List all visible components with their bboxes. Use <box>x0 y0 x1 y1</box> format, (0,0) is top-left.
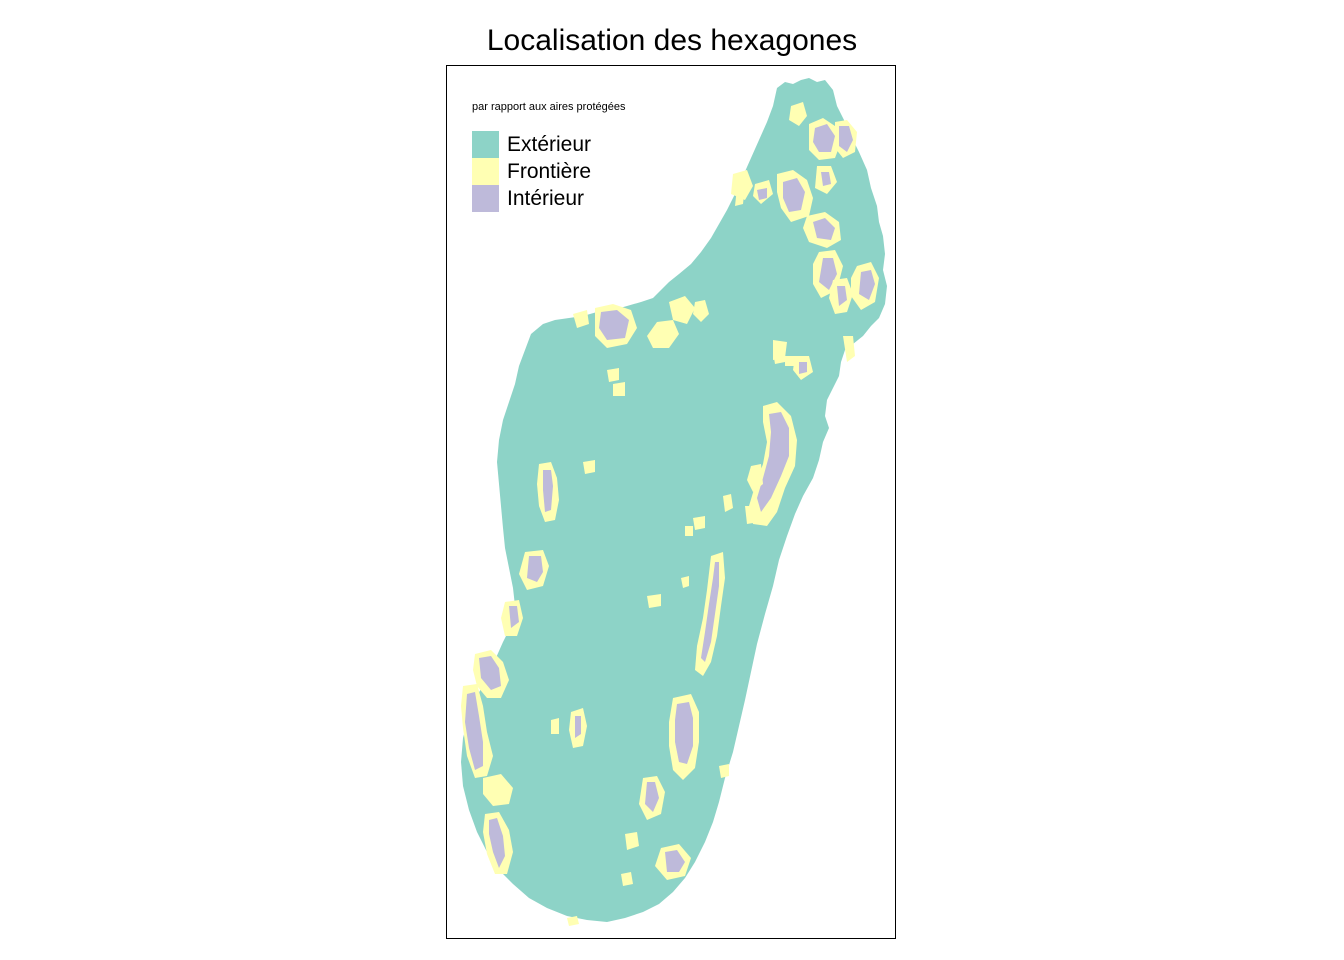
legend-item-exterieur: Extérieur <box>472 131 625 158</box>
legend-label-interieur: Intérieur <box>507 186 585 210</box>
legend-title: par rapport aux aires protégées <box>472 101 626 113</box>
map-frame: par rapport aux aires protégées Extérieu… <box>446 65 896 939</box>
legend-label-frontiere: Frontière <box>507 159 592 183</box>
legend-swatch-exterieur <box>472 131 499 158</box>
madagascar-map <box>461 78 887 926</box>
protected-areas <box>461 102 879 926</box>
island-exterior <box>461 78 887 922</box>
legend-label-exterieur: Extérieur <box>507 132 592 156</box>
legend-item-frontiere: Frontière <box>472 158 625 185</box>
map-legend: par rapport aux aires protégées Extérieu… <box>472 101 625 212</box>
legend-swatch-frontiere <box>472 158 499 185</box>
legend-swatch-interieur <box>472 185 499 212</box>
legend-item-interieur: Intérieur <box>472 185 625 212</box>
map-title: Localisation des hexagones <box>486 24 858 57</box>
